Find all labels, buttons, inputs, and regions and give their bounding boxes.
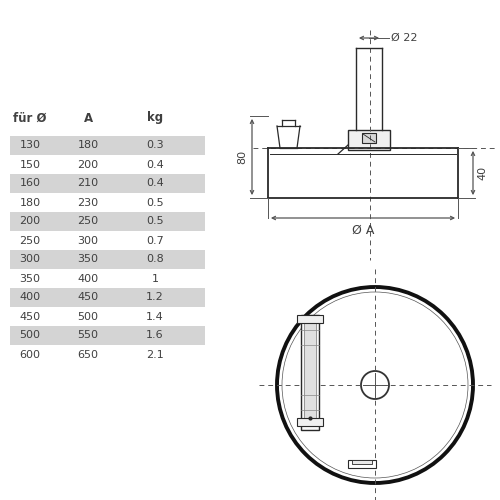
Text: 250: 250	[78, 216, 98, 226]
Text: 160: 160	[20, 178, 40, 188]
Text: 180: 180	[78, 140, 98, 150]
Text: 250: 250	[20, 236, 40, 246]
Text: 80: 80	[237, 150, 247, 164]
Bar	[10, 250, 205, 269]
Text: 500: 500	[78, 312, 98, 322]
Bar	[10, 174, 205, 193]
Bar	[348, 130, 390, 150]
Bar	[304, 319, 316, 426]
Text: Ø 22: Ø 22	[391, 33, 417, 43]
Text: 210: 210	[78, 178, 98, 188]
Text: 200: 200	[78, 160, 98, 170]
Text: 40: 40	[477, 166, 487, 180]
Text: 650: 650	[78, 350, 98, 360]
Text: 350: 350	[78, 254, 98, 264]
Text: 450: 450	[20, 312, 40, 322]
Text: 350: 350	[20, 274, 40, 283]
Bar	[10, 136, 205, 155]
Text: 1.6: 1.6	[146, 330, 164, 340]
Text: 0.4: 0.4	[146, 178, 164, 188]
Text: 0.3: 0.3	[146, 140, 164, 150]
Bar	[10, 288, 205, 307]
Text: 0.5: 0.5	[146, 198, 164, 207]
Text: 450: 450	[78, 292, 98, 302]
Text: 1: 1	[152, 274, 158, 283]
Text: 1.4: 1.4	[146, 312, 164, 322]
Text: 2.1: 2.1	[146, 350, 164, 360]
Text: 0.4: 0.4	[146, 160, 164, 170]
Text: 300: 300	[78, 236, 98, 246]
Text: 200: 200	[20, 216, 40, 226]
Bar	[348, 460, 376, 468]
Text: 0.7: 0.7	[146, 236, 164, 246]
Bar	[297, 315, 323, 323]
Bar	[10, 326, 205, 345]
Text: 600: 600	[20, 350, 40, 360]
Text: 400: 400	[20, 292, 40, 302]
Text: 300: 300	[20, 254, 40, 264]
Text: 150: 150	[20, 160, 40, 170]
Text: 550: 550	[78, 330, 98, 340]
Text: 130: 130	[20, 140, 40, 150]
Circle shape	[361, 371, 389, 399]
Bar	[352, 460, 372, 464]
Text: 500: 500	[20, 330, 40, 340]
Text: 0.8: 0.8	[146, 254, 164, 264]
Text: Ø A: Ø A	[352, 224, 374, 237]
Text: kg: kg	[147, 112, 163, 124]
Text: 230: 230	[78, 198, 98, 207]
Text: 180: 180	[20, 198, 40, 207]
Text: A: A	[84, 112, 92, 124]
Text: 1.2: 1.2	[146, 292, 164, 302]
Text: 0.5: 0.5	[146, 216, 164, 226]
Text: für Ø: für Ø	[13, 112, 47, 124]
Circle shape	[277, 287, 473, 483]
Bar	[297, 418, 323, 426]
Text: 400: 400	[78, 274, 98, 283]
Bar	[362, 133, 376, 143]
Bar	[10, 212, 205, 231]
Bar	[301, 315, 319, 430]
